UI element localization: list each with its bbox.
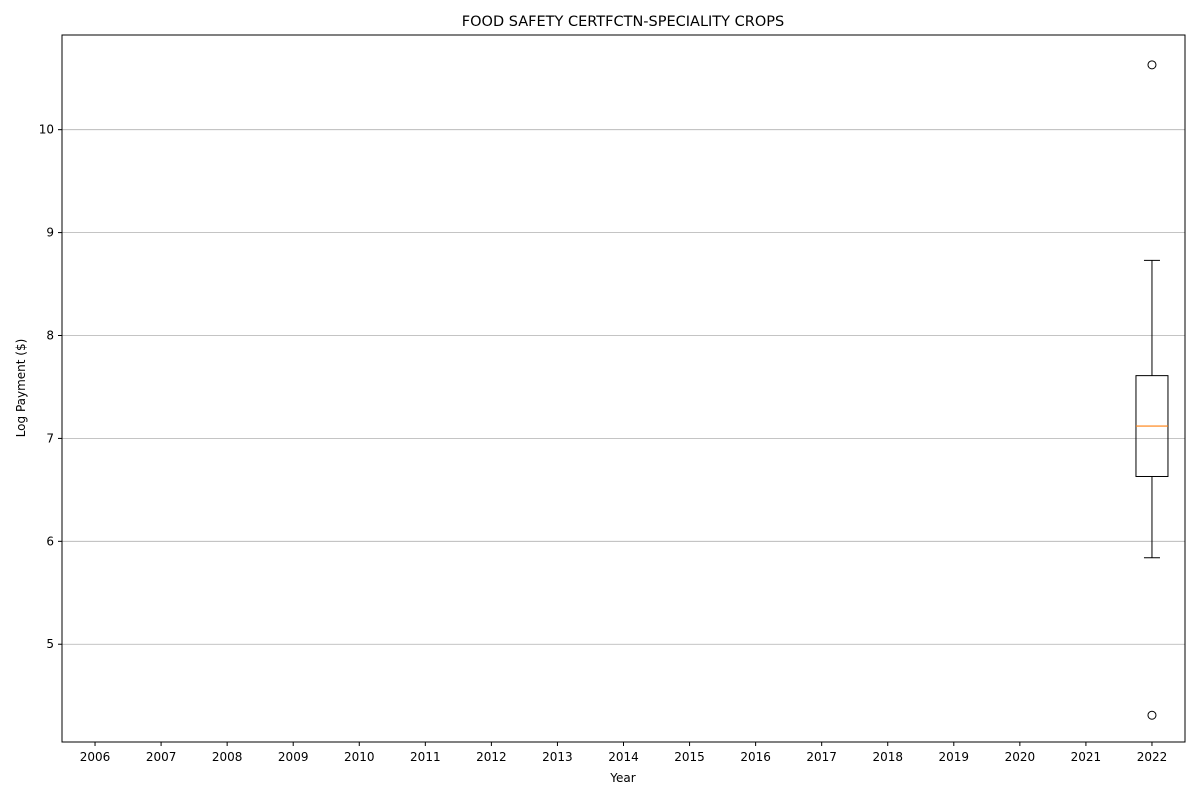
x-axis-ticks: 2006 2007 2008 2009 2010 2011 2012 2013 2014 2015… bbox=[80, 742, 1167, 764]
x-tick-label: 2006 bbox=[80, 750, 111, 764]
x-tick-label: 2008 bbox=[212, 750, 243, 764]
x-tick-label: 2022 bbox=[1137, 750, 1168, 764]
x-tick-label: 2018 bbox=[872, 750, 903, 764]
x-tick-label: 2012 bbox=[476, 750, 507, 764]
grid-lines bbox=[62, 129, 1185, 645]
x-tick-label: 2016 bbox=[740, 750, 771, 764]
boxes bbox=[1135, 60, 1169, 720]
y-tick-label: 6 bbox=[46, 534, 54, 548]
y-tick-label: 10 bbox=[39, 123, 54, 137]
x-tick-label: 2011 bbox=[410, 750, 441, 764]
y-tick-label: 7 bbox=[46, 431, 54, 445]
y-axis-ticks: 5 6 7 8 9 10 bbox=[39, 123, 62, 651]
x-tick-label: 2007 bbox=[146, 750, 177, 764]
x-tick-label: 2021 bbox=[1071, 750, 1102, 764]
x-tick-label: 2009 bbox=[278, 750, 309, 764]
outlier-point bbox=[1147, 710, 1157, 720]
y-tick-label: 5 bbox=[46, 637, 54, 651]
x-tick-label: 2020 bbox=[1005, 750, 1036, 764]
y-tick-label: 8 bbox=[46, 329, 54, 343]
y-tick-label: 9 bbox=[46, 226, 54, 240]
x-axis-title: Year bbox=[609, 771, 635, 785]
chart-title: FOOD SAFETY CERTFCTN-SPECIALITY CROPS bbox=[462, 14, 784, 30]
x-tick-label: 2010 bbox=[344, 750, 375, 764]
x-tick-label: 2019 bbox=[939, 750, 970, 764]
x-tick-label: 2014 bbox=[608, 750, 639, 764]
x-tick-label: 2017 bbox=[806, 750, 837, 764]
x-tick-label: 2013 bbox=[542, 750, 573, 764]
outlier-point bbox=[1147, 60, 1157, 70]
x-tick-label: 2015 bbox=[674, 750, 705, 764]
y-axis-title: Log Payment ($) bbox=[14, 339, 28, 438]
